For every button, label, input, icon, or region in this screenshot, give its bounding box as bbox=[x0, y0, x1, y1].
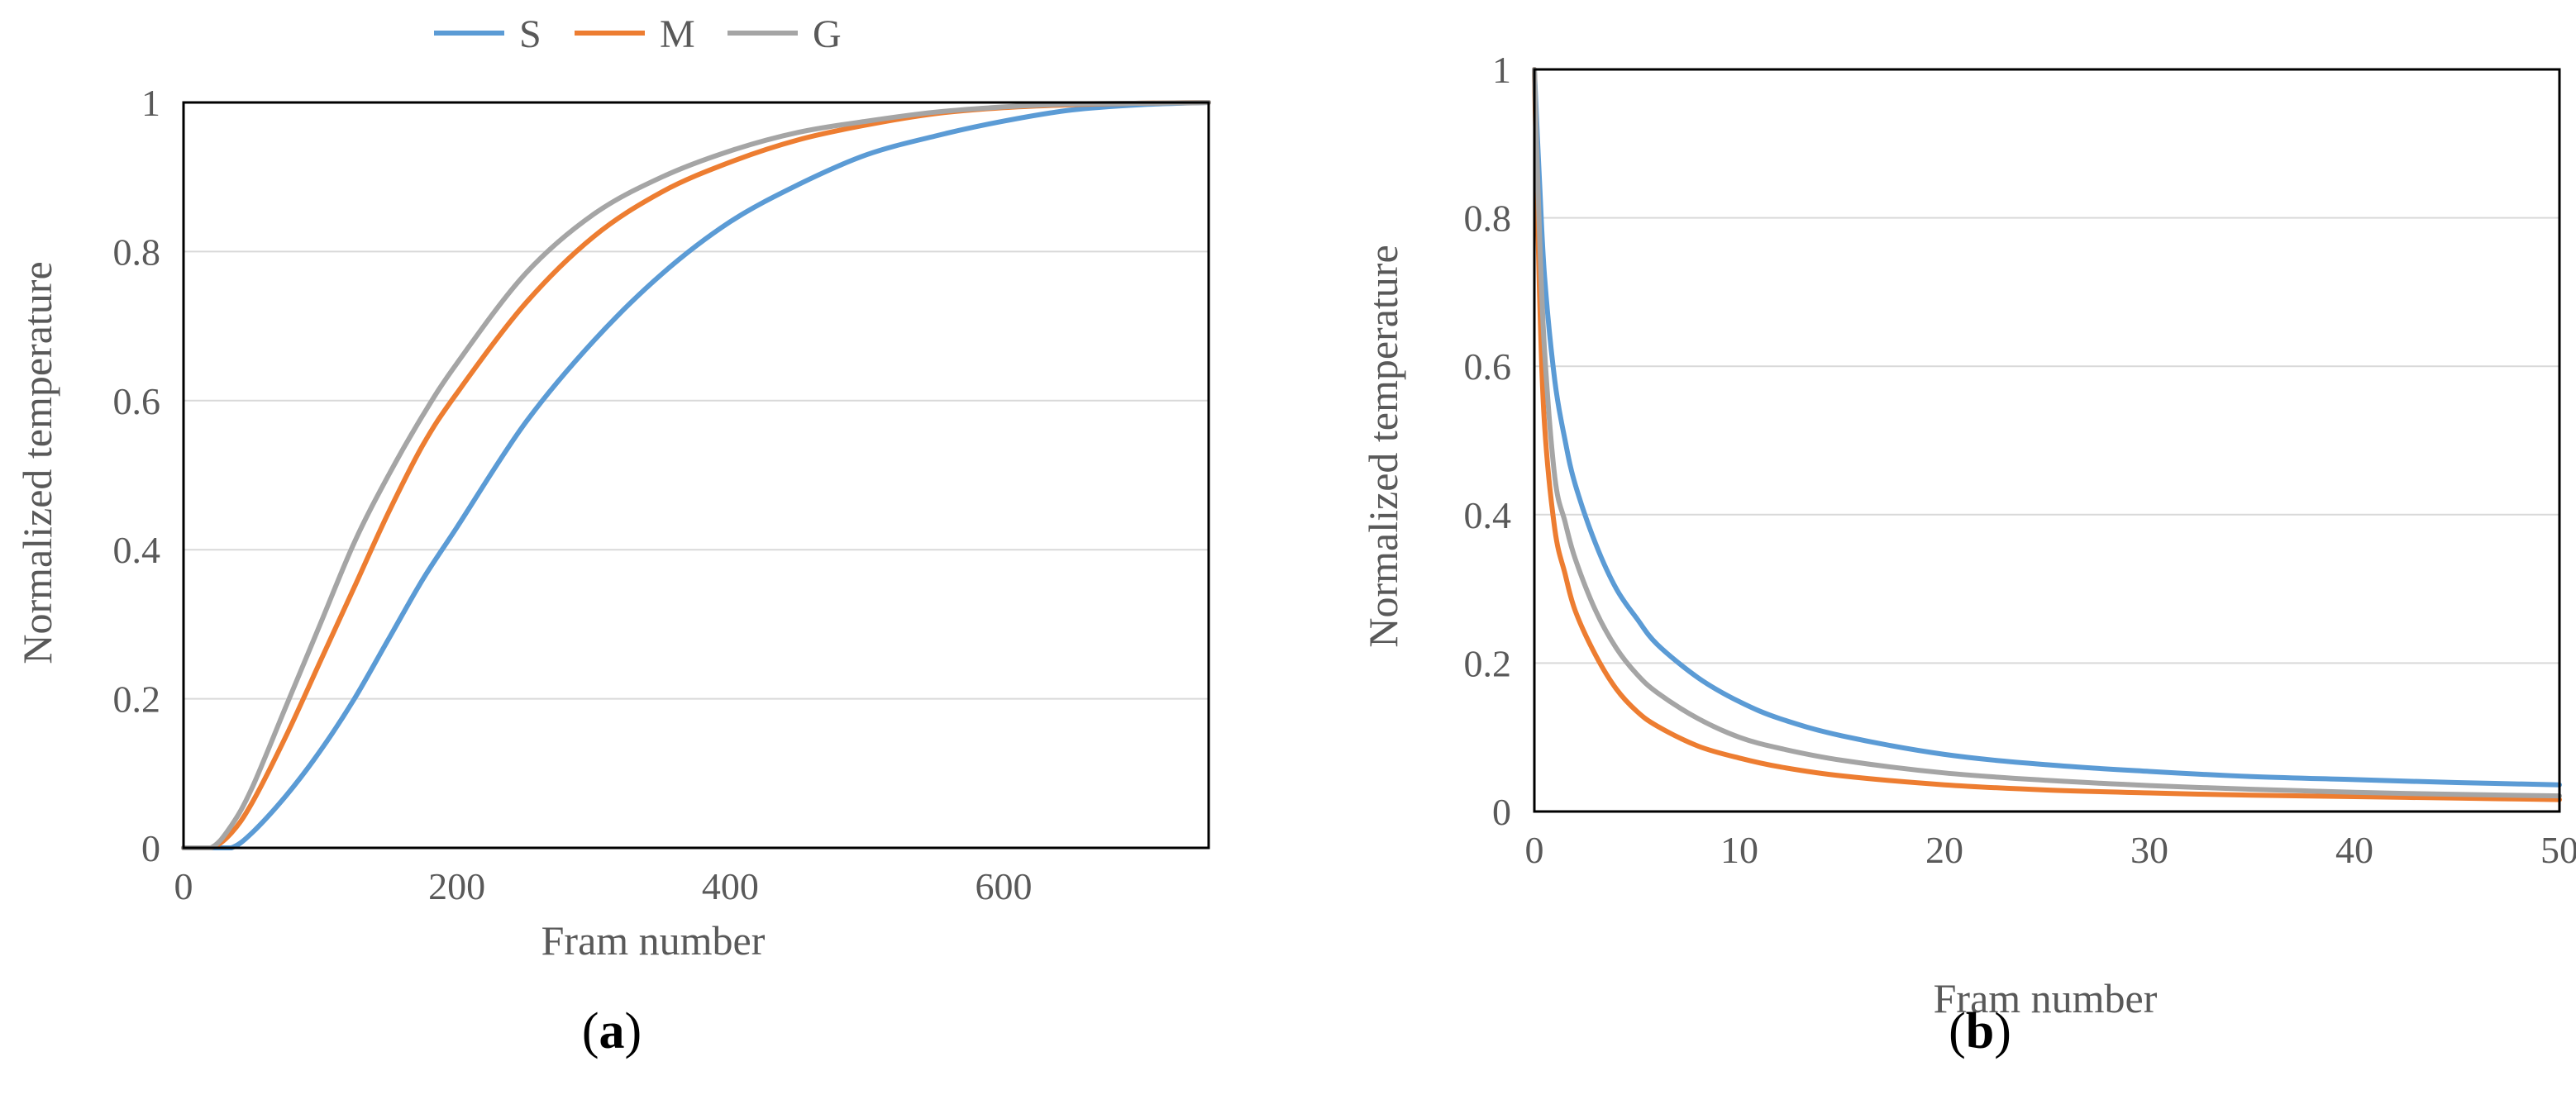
y-tick-label-b-1: 0.2 bbox=[1464, 642, 1512, 684]
chart-panel-b: 0 0.2 0.4 0.6 0.8 1 0 10 20 30 40 50 Fram number N… bbox=[1360, 49, 2576, 1059]
panel-label-b-open: ( bbox=[1949, 1003, 1966, 1059]
x-tick-label-a-1: 200 bbox=[428, 865, 485, 907]
panel-label-a: (a) bbox=[582, 1003, 642, 1059]
series-layer-a bbox=[181, 100, 1211, 850]
y-tick-label-b-2: 0.4 bbox=[1464, 494, 1512, 536]
x-tick-label-b-5: 50 bbox=[2540, 829, 2576, 871]
legend: S M G bbox=[434, 12, 842, 56]
y-tick-label-a-0: 0 bbox=[141, 827, 160, 869]
panel-label-a-letter: a bbox=[599, 1003, 625, 1059]
x-tick-label-b-2: 20 bbox=[1925, 829, 1963, 871]
panel-label-a-close: ) bbox=[625, 1003, 642, 1059]
plot-frame-a bbox=[182, 101, 1210, 850]
x-tick-label-b-3: 30 bbox=[2130, 829, 2168, 871]
plot-frame-b bbox=[1533, 68, 2561, 813]
series-line-g-b bbox=[1532, 67, 2562, 799]
x-tick-label-a-3: 600 bbox=[976, 865, 1033, 907]
series-line-s-a bbox=[181, 100, 1211, 850]
series-line-m-b bbox=[1532, 67, 2562, 802]
x-tick-label-b-0: 0 bbox=[1525, 829, 1544, 871]
gridlines-a bbox=[184, 250, 1209, 700]
y-axis-label-b: Normalized temperature bbox=[1360, 245, 1406, 647]
y-tick-label-b-3: 0.6 bbox=[1464, 345, 1512, 388]
y-tick-label-a-3: 0.6 bbox=[113, 380, 161, 422]
x-tick-label-a-0: 0 bbox=[174, 865, 193, 907]
series-line-g-a bbox=[181, 100, 1211, 850]
x-axis-label-a: Fram number bbox=[541, 917, 766, 964]
legend-label-g: G bbox=[813, 12, 842, 56]
panel-label-b-close: ) bbox=[1994, 1003, 2011, 1059]
panel-label-a-open: ( bbox=[582, 1003, 599, 1059]
y-tick-label-a-4: 0.8 bbox=[113, 231, 161, 273]
y-tick-label-b-5: 1 bbox=[1492, 49, 1511, 91]
x-ticks-a: 0 200 400 600 bbox=[174, 865, 1033, 907]
y-ticks-b: 0 0.2 0.4 0.6 0.8 1 bbox=[1464, 49, 1512, 833]
y-tick-label-a-1: 0.2 bbox=[113, 678, 161, 721]
x-ticks-b: 0 10 20 30 40 50 bbox=[1525, 829, 2576, 871]
y-axis-label-a: Normalized temperature bbox=[14, 261, 60, 664]
x-tick-label-a-2: 400 bbox=[702, 865, 759, 907]
panel-label-b: (b) bbox=[1949, 1003, 2011, 1059]
series-line-m-a bbox=[181, 100, 1211, 850]
y-tick-label-b-4: 0.8 bbox=[1464, 198, 1512, 240]
series-line-s-b bbox=[1532, 67, 2562, 788]
chart-panel-a: 0 0.2 0.4 0.6 0.8 1 0 200 400 600 Fram number No… bbox=[14, 82, 1211, 1059]
legend-label-s: S bbox=[519, 12, 541, 56]
y-ticks-a: 0 0.2 0.4 0.6 0.8 1 bbox=[113, 82, 161, 869]
x-tick-label-b-4: 40 bbox=[2335, 829, 2373, 871]
y-tick-label-a-5: 1 bbox=[141, 82, 160, 124]
panel-label-b-letter: b bbox=[1966, 1003, 1994, 1059]
series-layer-b bbox=[1532, 67, 2562, 802]
x-axis-label-b: Fram number bbox=[1934, 975, 2158, 1021]
legend-label-m: M bbox=[660, 12, 695, 56]
gridlines-b bbox=[1534, 217, 2559, 664]
y-tick-label-a-2: 0.4 bbox=[113, 529, 161, 571]
x-tick-label-b-1: 10 bbox=[1720, 829, 1758, 871]
y-tick-label-b-0: 0 bbox=[1492, 791, 1511, 833]
